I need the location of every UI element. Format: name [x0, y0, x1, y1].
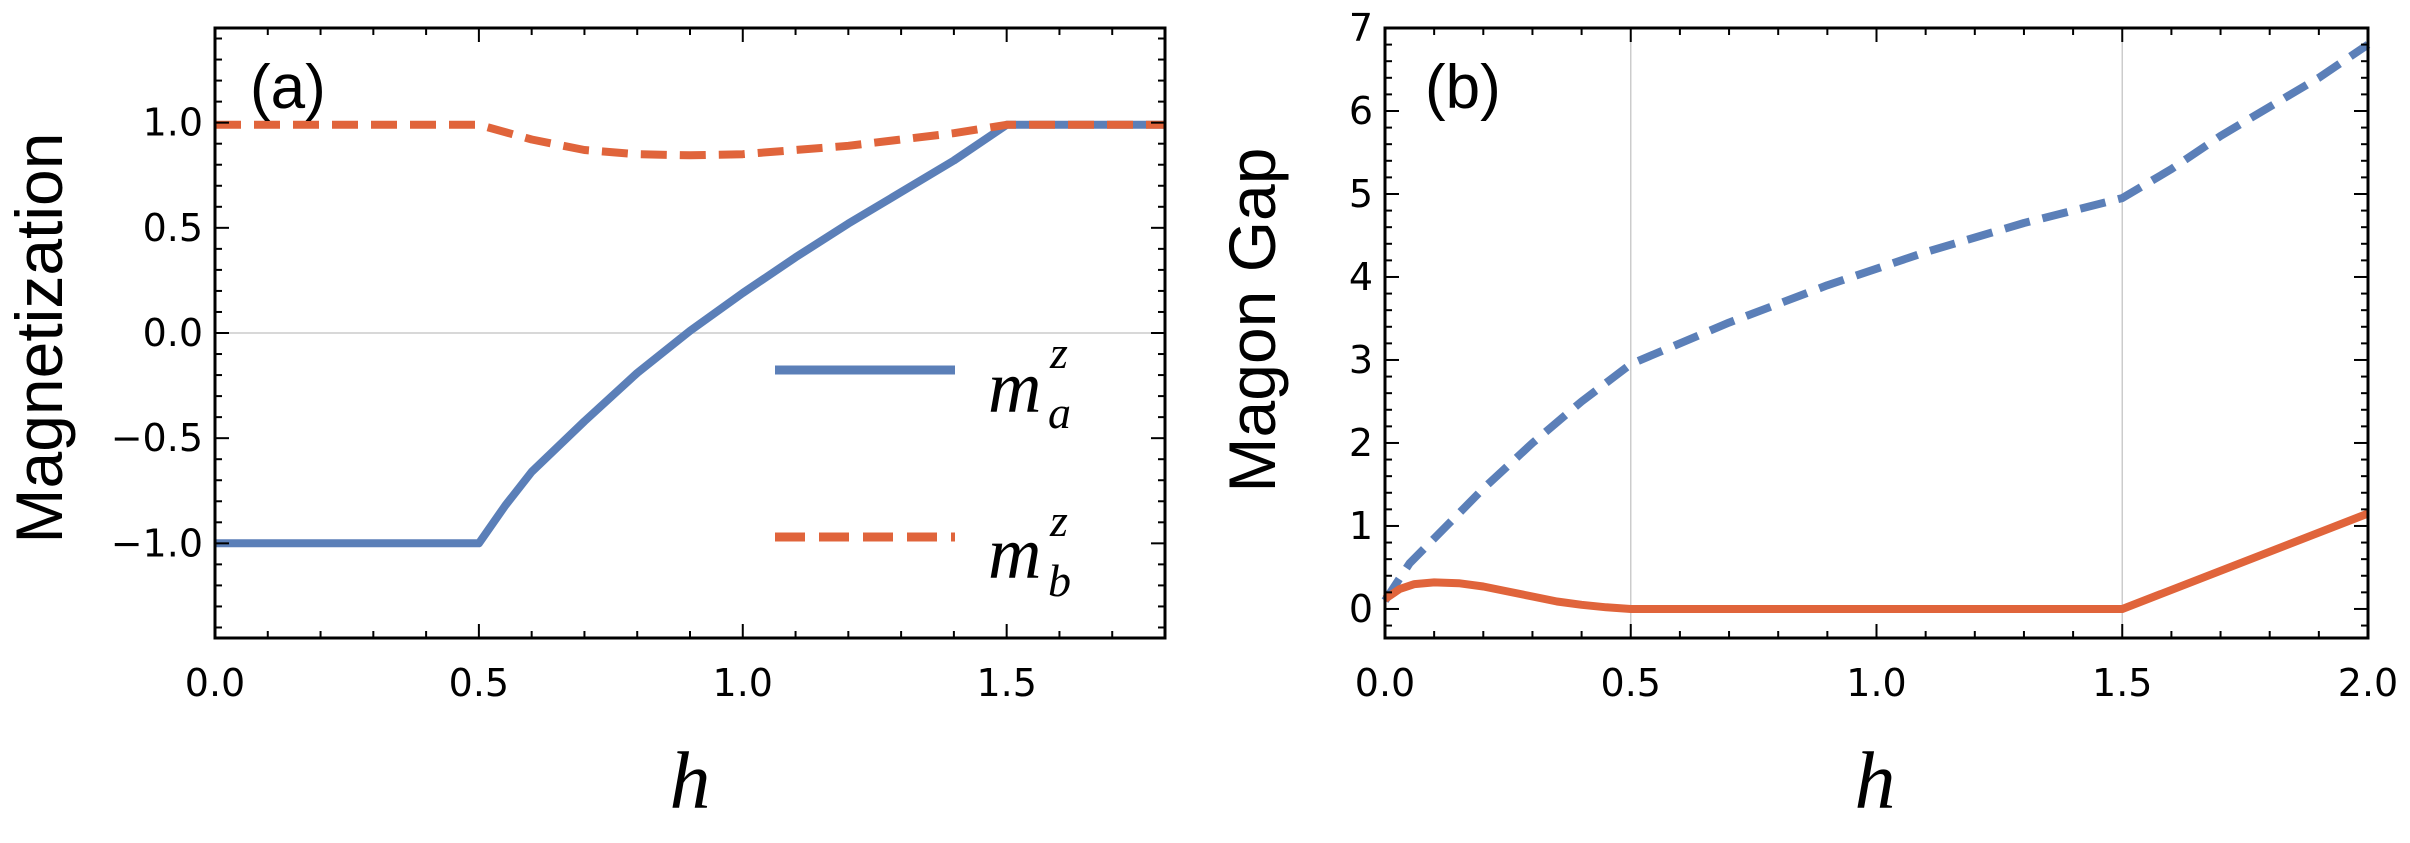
- panel-b-xtick-label: 1.0: [1846, 661, 1906, 705]
- panel-b-ytick-label: 4: [1349, 255, 1373, 299]
- legend-b-sup: z: [1049, 495, 1068, 546]
- panel-a-xlabel: h: [670, 735, 711, 826]
- panel-a-series-solid-line: [215, 120, 1165, 548]
- panel-a-ytick-label: 0.0: [143, 311, 203, 355]
- panel-b-series-solid-line: [1382, 509, 2370, 613]
- panel-b-xtick-label: 2.0: [2338, 661, 2398, 705]
- panel-b-ytick-label: 6: [1349, 89, 1373, 133]
- panel-b-tick-labels: 0.0 0.5 1.0 1.5 2.0 0 1 2 3 4 5 6 7: [1349, 6, 2398, 705]
- panel-b-xtick-label: 1.5: [2092, 661, 2152, 705]
- panel-b-ticks: [1384, 27, 2369, 638]
- panel-a-label: (a): [250, 53, 326, 122]
- panel-a-ytick-label: −0.5: [111, 416, 203, 460]
- panel-a-xtick-label: 1.0: [713, 661, 773, 705]
- panel-a-series: [215, 120, 1165, 548]
- legend-b-sub: b: [1048, 555, 1071, 606]
- panel-a-xtick-label: 0.5: [449, 661, 509, 705]
- panel-b-series: [1381, 41, 2371, 613]
- panel-b-grid: [1630, 28, 2123, 638]
- legend-b-label: m: [988, 513, 1041, 595]
- legend-a-label: m: [988, 347, 1041, 429]
- panel-a-tick-labels: 0.0 0.5 1.0 1.5 −1.0 −0.5 0.0 0.5 1.0: [111, 101, 1037, 705]
- panel-b-ytick-label: 7: [1349, 6, 1373, 50]
- panel-b-series-dashed-line: [1381, 41, 2371, 603]
- panel-b-label: (b): [1425, 53, 1501, 122]
- panel-a-frame: [213, 26, 1167, 640]
- legend-a-main: m: [988, 347, 1041, 429]
- panel-a-ytick-label: −1.0: [111, 521, 203, 565]
- panel-a-ytick-label: 1.0: [143, 101, 203, 145]
- panel-a-xtick-label: 1.5: [976, 661, 1036, 705]
- panel-a-xtick-label: 0.0: [185, 661, 245, 705]
- panel-a-series-dashed-line: [215, 120, 1165, 160]
- legend-a-sub: a: [1048, 387, 1071, 438]
- panel-b-ytick-label: 5: [1349, 172, 1373, 216]
- panel-b-frame: [1383, 26, 2370, 640]
- panel-b-ytick-label: 3: [1349, 338, 1373, 382]
- panel-b-xtick-label: 0.5: [1601, 661, 1661, 705]
- panel-a-legend: m a z m b z: [775, 327, 1071, 606]
- panel-b-ytick-label: 2: [1349, 421, 1373, 465]
- panel-b: 0.0 0.5 1.0 1.5 2.0 0 1 2 3 4 5 6 7 (b) Magon Gap h: [1215, 6, 2398, 826]
- panel-b-xtick-label: 0.0: [1355, 661, 1415, 705]
- panel-b-xlabel: h: [1855, 735, 1896, 826]
- panel-b-ylabel: Magon Gap: [1215, 148, 1289, 493]
- panel-b-ytick-label: 1: [1349, 504, 1373, 548]
- legend-b-main: m: [988, 513, 1041, 595]
- legend-a-sup: z: [1049, 327, 1068, 378]
- panel-a-ylabel: Magnetization: [2, 133, 76, 544]
- panel-b-ytick-label: 0: [1349, 587, 1373, 631]
- panel-a-ytick-label: 0.5: [143, 206, 203, 250]
- panel-a: 0.0 0.5 1.0 1.5 −1.0 −0.5 0.0 0.5 1.0 (a) Magnet…: [2, 26, 1167, 826]
